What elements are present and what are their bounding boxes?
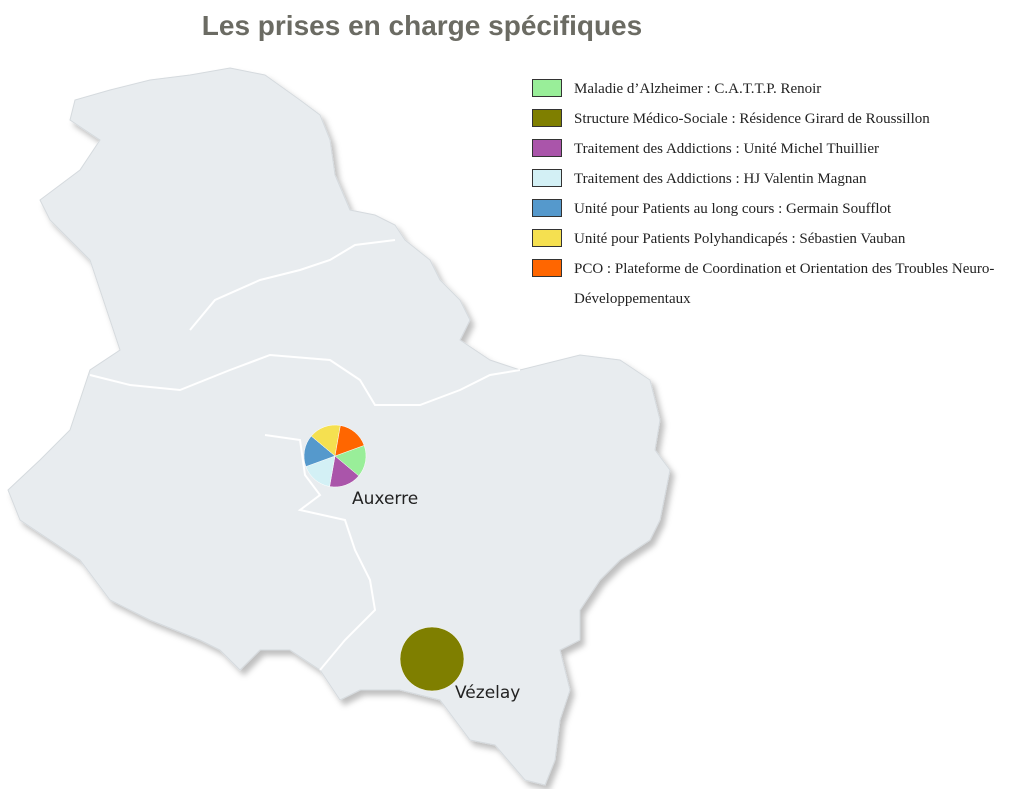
- legend-label: Unité pour Patients au long cours : Germ…: [574, 201, 892, 217]
- legend-label: Unité pour Patients Polyhandicapés : Séb…: [574, 231, 906, 247]
- legend-label: Maladie d’Alzheimer : C.A.T.T.P. Renoir: [574, 81, 822, 97]
- legend-swatch: [532, 229, 562, 247]
- title: Les prises en charge spécifiques: [201, 10, 643, 41]
- pie-slice: [399, 626, 465, 692]
- legend-label: Structure Médico-Sociale : Résidence Gir…: [574, 111, 930, 127]
- city-label: Vézelay: [455, 683, 520, 703]
- legend-item: Traitement des Addictions : Unité Michel…: [532, 134, 1002, 164]
- legend-label: Traitement des Addictions : Unité Michel…: [574, 141, 879, 157]
- legend-swatch: [532, 199, 562, 217]
- legend-swatch: [532, 109, 562, 127]
- legend-item: Unité pour Patients Polyhandicapés : Séb…: [532, 224, 1002, 254]
- legend-item: Traitement des Addictions : HJ Valentin …: [532, 164, 1002, 194]
- pie-slice: [334, 425, 365, 457]
- legend-swatch: [532, 169, 562, 187]
- legend: Maladie d’Alzheimer : C.A.T.T.P. Renoir S…: [532, 74, 1002, 314]
- internal-borders: [89, 239, 521, 671]
- legend-item: Maladie d’Alzheimer : C.A.T.T.P. Renoir: [532, 74, 1002, 104]
- legend-item: Unité pour Patients au long cours : Germ…: [532, 194, 1002, 224]
- legend-swatch: [532, 139, 562, 157]
- legend-item: PCO : Plateforme de Coordination et Orie…: [532, 254, 1002, 314]
- legend-item: Structure Médico-Sociale : Résidence Gir…: [532, 104, 1002, 134]
- legend-swatch: [532, 259, 562, 277]
- legend-label: PCO : Plateforme de Coordination et Orie…: [574, 261, 995, 307]
- legend-swatch: [532, 79, 562, 97]
- legend-label: Traitement des Addictions : HJ Valentin …: [574, 171, 867, 187]
- city-label: Auxerre: [352, 489, 418, 509]
